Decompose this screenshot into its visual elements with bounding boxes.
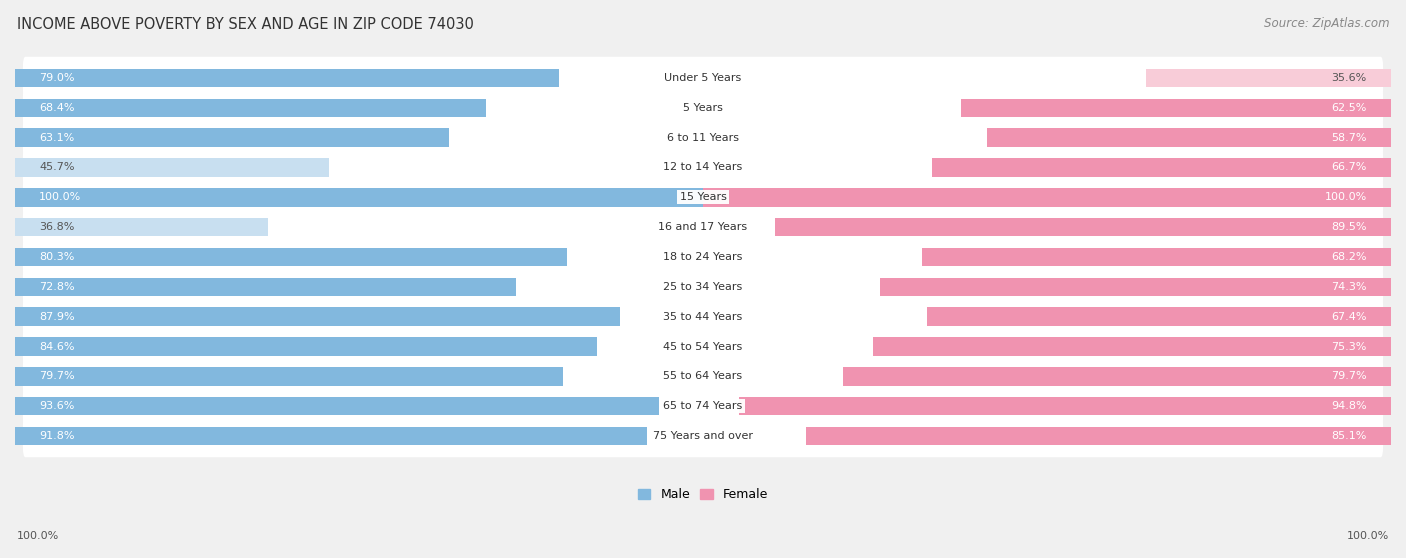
Bar <box>15 99 485 117</box>
Text: 25 to 34 Years: 25 to 34 Years <box>664 282 742 292</box>
Text: 79.0%: 79.0% <box>39 73 75 83</box>
Text: 79.7%: 79.7% <box>39 372 75 381</box>
Bar <box>960 99 1391 117</box>
FancyBboxPatch shape <box>22 325 1384 368</box>
Text: 84.6%: 84.6% <box>39 341 75 352</box>
Text: 100.0%: 100.0% <box>1324 193 1367 203</box>
Legend: Male, Female: Male, Female <box>633 483 773 507</box>
Text: 35.6%: 35.6% <box>1331 73 1367 83</box>
Text: 62.5%: 62.5% <box>1331 103 1367 113</box>
Text: 75.3%: 75.3% <box>1331 341 1367 352</box>
Bar <box>15 248 568 266</box>
Text: 91.8%: 91.8% <box>39 431 75 441</box>
Text: 16 and 17 Years: 16 and 17 Years <box>658 222 748 232</box>
Bar <box>842 367 1391 386</box>
Bar <box>15 218 269 237</box>
FancyBboxPatch shape <box>22 146 1384 189</box>
FancyBboxPatch shape <box>22 385 1384 427</box>
Text: 55 to 64 Years: 55 to 64 Years <box>664 372 742 381</box>
Bar <box>15 69 558 87</box>
Bar <box>806 427 1391 445</box>
Text: 45 to 54 Years: 45 to 54 Years <box>664 341 742 352</box>
Text: 18 to 24 Years: 18 to 24 Years <box>664 252 742 262</box>
Text: 45.7%: 45.7% <box>39 162 75 172</box>
Text: 6 to 11 Years: 6 to 11 Years <box>666 133 740 143</box>
FancyBboxPatch shape <box>22 176 1384 219</box>
Bar <box>15 158 329 177</box>
Bar <box>15 277 516 296</box>
Text: 100.0%: 100.0% <box>17 531 59 541</box>
FancyBboxPatch shape <box>22 415 1384 457</box>
Text: 67.4%: 67.4% <box>1331 312 1367 321</box>
Text: 63.1%: 63.1% <box>39 133 75 143</box>
Bar <box>15 307 620 326</box>
Text: 89.5%: 89.5% <box>1331 222 1367 232</box>
Text: 15 Years: 15 Years <box>679 193 727 203</box>
Text: 35 to 44 Years: 35 to 44 Years <box>664 312 742 321</box>
Bar <box>15 128 449 147</box>
Bar <box>922 248 1391 266</box>
Text: 79.7%: 79.7% <box>1331 372 1367 381</box>
Text: 68.2%: 68.2% <box>1331 252 1367 262</box>
Text: 58.7%: 58.7% <box>1331 133 1367 143</box>
Bar <box>15 367 564 386</box>
Bar <box>880 277 1391 296</box>
Text: 12 to 14 Years: 12 to 14 Years <box>664 162 742 172</box>
FancyBboxPatch shape <box>22 355 1384 397</box>
FancyBboxPatch shape <box>22 86 1384 129</box>
Text: 75 Years and over: 75 Years and over <box>652 431 754 441</box>
Text: 72.8%: 72.8% <box>39 282 75 292</box>
Text: INCOME ABOVE POVERTY BY SEX AND AGE IN ZIP CODE 74030: INCOME ABOVE POVERTY BY SEX AND AGE IN Z… <box>17 17 474 32</box>
Text: 80.3%: 80.3% <box>39 252 75 262</box>
Bar <box>873 337 1391 356</box>
Text: 65 to 74 Years: 65 to 74 Years <box>664 401 742 411</box>
Bar <box>15 427 647 445</box>
Text: 5 Years: 5 Years <box>683 103 723 113</box>
Text: Source: ZipAtlas.com: Source: ZipAtlas.com <box>1264 17 1389 30</box>
Bar <box>1146 69 1391 87</box>
Bar <box>987 128 1391 147</box>
Bar <box>15 397 659 416</box>
Bar <box>738 397 1391 416</box>
Bar <box>703 188 1391 206</box>
Bar <box>15 337 598 356</box>
Text: 100.0%: 100.0% <box>1347 531 1389 541</box>
Text: 87.9%: 87.9% <box>39 312 75 321</box>
Text: 68.4%: 68.4% <box>39 103 75 113</box>
Text: 94.8%: 94.8% <box>1331 401 1367 411</box>
FancyBboxPatch shape <box>22 296 1384 338</box>
FancyBboxPatch shape <box>22 266 1384 308</box>
Text: 100.0%: 100.0% <box>39 193 82 203</box>
Text: 36.8%: 36.8% <box>39 222 75 232</box>
FancyBboxPatch shape <box>22 57 1384 99</box>
Bar <box>932 158 1391 177</box>
Text: 66.7%: 66.7% <box>1331 162 1367 172</box>
FancyBboxPatch shape <box>22 117 1384 159</box>
FancyBboxPatch shape <box>22 206 1384 248</box>
FancyBboxPatch shape <box>22 236 1384 278</box>
Bar <box>15 188 703 206</box>
Text: 74.3%: 74.3% <box>1331 282 1367 292</box>
Text: 85.1%: 85.1% <box>1331 431 1367 441</box>
Text: 93.6%: 93.6% <box>39 401 75 411</box>
Bar <box>928 307 1391 326</box>
Text: Under 5 Years: Under 5 Years <box>665 73 741 83</box>
Bar <box>775 218 1391 237</box>
